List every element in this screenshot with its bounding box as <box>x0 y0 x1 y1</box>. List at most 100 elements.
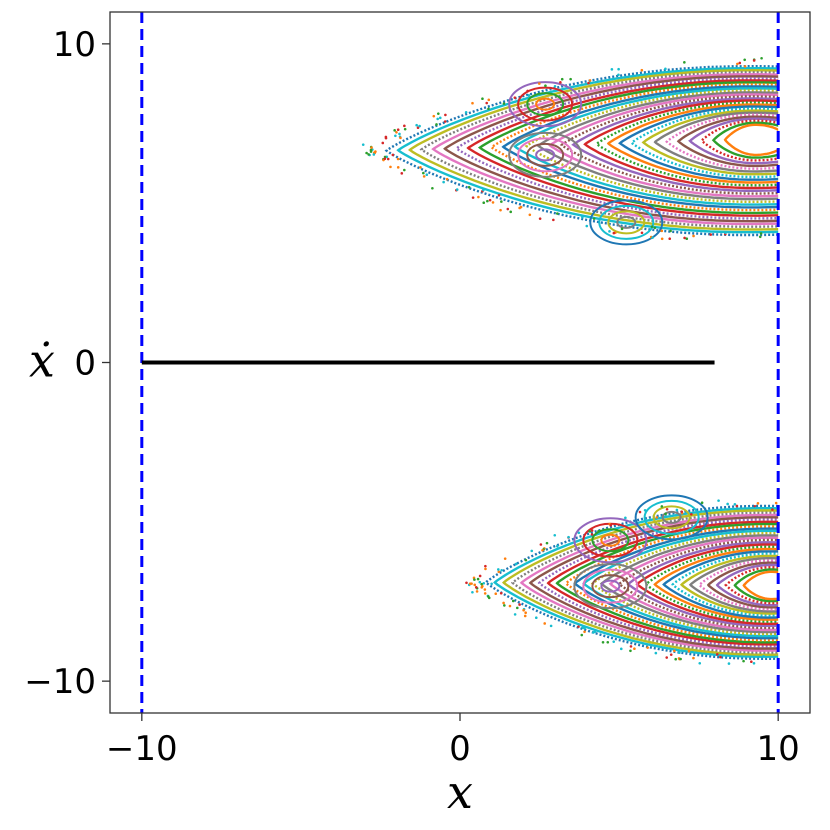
chaotic-point <box>544 84 547 88</box>
chaotic-point <box>794 500 797 503</box>
chaotic-point <box>675 508 679 512</box>
y-axis-label: ẋ <box>29 334 55 388</box>
chaotic-point <box>443 120 447 123</box>
chaotic-point <box>588 79 592 82</box>
resonance-island <box>526 142 565 167</box>
orbit-curve <box>733 568 779 603</box>
chaotic-point <box>673 649 676 653</box>
chaotic-point <box>403 124 406 128</box>
chaotic-point <box>581 215 584 219</box>
chaotic-point <box>361 143 365 146</box>
chaotic-point <box>503 557 507 560</box>
chaotic-point <box>394 134 397 138</box>
chaotic-point <box>478 580 482 584</box>
chaotic-point <box>655 516 659 519</box>
chaotic-point <box>471 590 474 594</box>
chaotic-point <box>617 67 620 71</box>
chaotic-point <box>518 603 521 606</box>
chaotic-point <box>624 516 627 520</box>
resonance-island <box>517 86 574 122</box>
chaotic-point <box>620 227 624 231</box>
chaotic-point <box>724 231 727 234</box>
orbit-curve <box>466 79 779 217</box>
chaotic-point <box>522 608 525 612</box>
chaotic-point <box>692 656 695 660</box>
chaotic-point <box>790 498 793 501</box>
chaotic-point <box>709 233 712 236</box>
chaotic-point <box>486 199 489 203</box>
resonance-island <box>591 528 630 553</box>
orbit-curve <box>443 75 779 223</box>
chaotic-point <box>497 568 500 571</box>
chaotic-point <box>665 507 669 511</box>
chaotic-point <box>640 231 644 235</box>
chaotic-point <box>471 101 474 105</box>
chaotic-point <box>506 207 510 211</box>
chaotic-point <box>651 236 654 239</box>
chaotic-point <box>369 148 373 152</box>
orbit-curve <box>407 69 779 231</box>
resonance-island <box>607 210 646 235</box>
chaotic-point <box>484 567 487 571</box>
chaotic-point <box>400 172 404 175</box>
orbit-curve <box>606 103 779 184</box>
chaotic-point <box>381 141 385 145</box>
y-tick-label: −10 <box>24 662 96 702</box>
chaotic-point <box>588 530 592 533</box>
orbit-curve <box>653 111 779 173</box>
chaotic-point <box>781 64 784 67</box>
resonance-island <box>535 97 556 111</box>
chaotic-point <box>774 501 778 505</box>
chaotic-point <box>524 611 527 615</box>
chaotic-point <box>654 651 658 655</box>
orbit-curve <box>706 561 779 609</box>
chaotic-point <box>715 653 719 656</box>
chaotic-point <box>756 502 760 505</box>
chaotic-point <box>823 239 826 242</box>
chaotic-point <box>815 506 818 509</box>
chaotic-point <box>549 624 553 628</box>
chaotic-point <box>683 236 686 240</box>
chaotic-point <box>499 591 503 595</box>
x-tick-label: 0 <box>449 729 471 769</box>
chaotic-point <box>812 655 815 658</box>
chaotic-point <box>804 510 807 513</box>
chaotic-point <box>629 645 633 648</box>
orbit-curve <box>715 563 779 607</box>
chaotic-point <box>762 654 765 658</box>
chaotic-point <box>680 510 684 513</box>
chaotic-point <box>824 506 827 509</box>
resonance-island <box>600 533 621 547</box>
orbit-curve <box>711 121 779 159</box>
x-tick-label: 10 <box>757 729 800 769</box>
orbit-curve <box>546 520 779 646</box>
orbit-curve <box>571 97 779 192</box>
chaotic-point <box>481 97 484 101</box>
orbit-curve <box>384 64 779 237</box>
chaotic-point <box>398 132 401 136</box>
y-tick-label: 0 <box>74 344 96 384</box>
chaotic-point <box>569 77 572 81</box>
y-tick-label: 10 <box>53 25 96 65</box>
chaotic-point <box>553 84 557 88</box>
resonance-island <box>634 494 709 541</box>
chaotic-point <box>509 210 513 214</box>
chaotic-point <box>513 96 517 99</box>
orbit-curve <box>665 113 779 170</box>
chaotic-point <box>487 98 491 102</box>
chaotic-point <box>698 661 702 665</box>
chaotic-point <box>660 237 664 241</box>
chaotic-point <box>608 230 611 233</box>
chaotic-point <box>587 81 590 85</box>
chaotic-point <box>444 113 447 117</box>
chaotic-point <box>497 193 501 197</box>
chaotic-point <box>619 647 623 651</box>
chaotic-point <box>668 237 672 241</box>
chaotic-point <box>687 649 691 653</box>
chaotic-point <box>597 529 600 533</box>
resonance-island <box>598 204 655 240</box>
chaotic-point <box>465 581 468 585</box>
orbit-curve <box>583 99 779 190</box>
chaotic-point <box>487 595 490 598</box>
chaotic-point <box>577 531 581 535</box>
